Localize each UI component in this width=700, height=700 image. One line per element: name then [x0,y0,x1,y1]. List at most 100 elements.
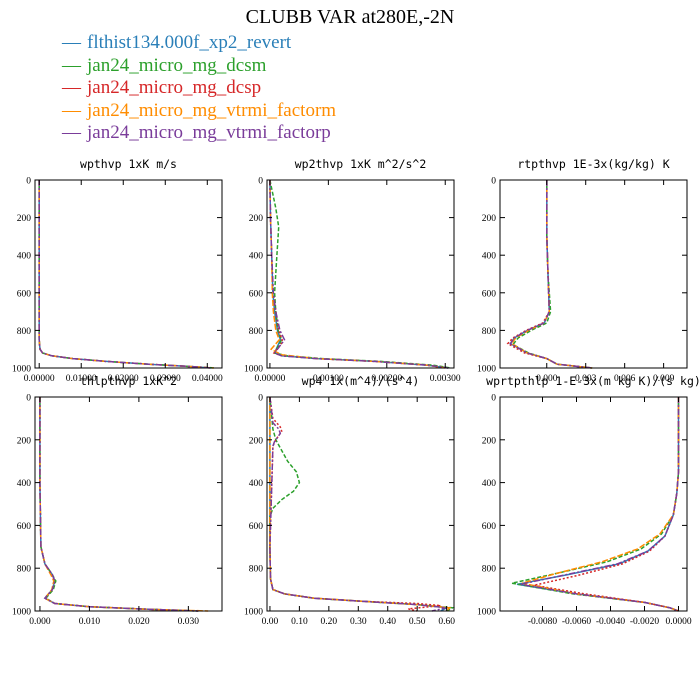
legend-item: — jan24_micro_mg_dcsm [62,55,336,78]
x-tick-label: 0.40 [379,617,396,627]
series-line [516,397,680,612]
panel-title: thlpthvp 1xK^2 [80,374,177,388]
plot-frame [499,396,688,612]
series-line [39,397,199,612]
x-tick-label: 0.00000 [254,374,285,384]
x-tick-label: 0.00200 [371,374,402,384]
x-tick-label: 0.00 [262,617,279,627]
x-tick-label: 0.00100 [313,374,344,384]
y-tick-label: 0 [258,394,263,404]
series-line [269,396,456,612]
x-tick-label: 0.03000 [150,374,181,384]
y-tick-label: 600 [17,289,32,299]
y-tick-label: 400 [249,252,264,262]
y-tick-label: 400 [482,479,497,489]
y-tick-label: 0 [26,394,31,404]
series-line [269,179,446,369]
x-tick-label: 0.00000 [24,374,55,384]
legend-label: jan24_micro_mg_vtrmi_factorp [87,122,331,143]
y-tick-label: 1000 [244,365,263,375]
x-tick-label: 0.000 [29,617,51,627]
chart-panel: rtpthvp 1E-3x(kg/kg) K 0 200 400 600 800 1000 0… [477,157,688,384]
legend-label: flthist134.000f_xp2_revert [87,32,292,53]
legend-swatch: — [62,32,81,53]
x-tick-label: 0.10 [291,617,308,627]
y-tick-label: 200 [482,436,497,446]
y-tick-label: 800 [17,565,32,575]
y-tick-label: 0 [258,177,263,187]
chart-panel: wprtpthlp 1-E-3x(m kg K)/(s kg) 0 200 400 60… [477,374,700,627]
x-tick-label: 0.04000 [192,374,223,384]
panel-title: wp2thvp 1xK m^2/s^2 [295,157,427,171]
y-tick-label: 800 [17,327,32,337]
legend-item: — jan24_micro_mg_dcsp [62,77,336,100]
series-line [38,180,214,369]
y-tick-label: 0 [491,177,496,187]
panel-title: wprtpthlp 1-E-3x(m kg K)/(s kg) [486,374,700,388]
series-line [38,180,212,369]
plot-frame [34,179,223,369]
series-line [38,180,212,369]
chart-panel: wp2thvp 1xK m^2/s^2020040060080010000.00… [244,157,461,384]
x-tick-label: 0.0000 [665,617,691,627]
x-tick-label: -0.0020 [630,617,660,627]
series-line [506,180,593,369]
x-tick-label: 0.02000 [108,374,139,384]
series-line [511,180,593,369]
legend-item: — flthist134.000f_xp2_revert [62,32,336,55]
y-tick-label: 400 [249,479,264,489]
legend-swatch: — [62,122,81,143]
y-tick-label: 200 [482,214,497,224]
y-tick-label: 600 [249,522,264,532]
y-tick-label: 600 [249,289,264,299]
series-line [509,180,593,369]
x-tick-label: 0.010 [79,617,101,627]
panel-title: wpthvp 1xK m/s [80,157,177,171]
x-tick-label: -0.0040 [596,617,626,627]
legend-label: jan24_micro_mg_dcsp [87,77,262,98]
series-line [509,180,593,369]
x-tick-label: 0.60 [438,617,455,627]
series-line [269,396,447,612]
x-tick-label: 0.50 [409,617,426,627]
series-line [269,179,449,369]
legend-swatch: — [62,54,81,76]
y-tick-label: 400 [482,252,497,262]
series-line [269,179,449,369]
x-tick-label: 0.003 [575,374,597,384]
plot-frame [34,396,223,612]
legend: — flthist134.000f_xp2_revert — jan24_micro… [62,32,336,145]
y-tick-label: 0 [26,177,31,187]
y-tick-label: 1000 [477,608,496,618]
legend-swatch: — [62,77,81,98]
series-line [39,397,199,612]
series-line [38,180,216,369]
series-line [520,397,680,612]
x-tick-label: 0.009 [653,374,675,384]
x-tick-label: 0.000 [536,374,558,384]
y-tick-label: 1000 [244,608,263,618]
y-tick-label: 800 [482,565,497,575]
y-tick-label: 200 [249,436,264,446]
series-line [533,397,680,612]
y-tick-label: 400 [17,252,32,262]
x-tick-label: 0.030 [178,617,200,627]
y-tick-label: 800 [249,565,264,575]
y-tick-label: 200 [17,436,32,446]
y-tick-label: 1000 [12,365,31,375]
figure-title: CLUBB VAR at280E,-2N [245,6,455,28]
series-line [510,180,593,369]
series-line [39,397,209,612]
y-tick-label: 600 [482,522,497,532]
plot-frame [499,179,688,369]
y-tick-label: 200 [17,214,32,224]
series-line [38,180,212,369]
y-tick-label: 0 [491,394,496,404]
x-tick-label: 0.20 [321,617,338,627]
y-tick-label: 600 [482,289,497,299]
y-tick-label: 600 [17,522,32,532]
plot-frame [266,179,455,369]
